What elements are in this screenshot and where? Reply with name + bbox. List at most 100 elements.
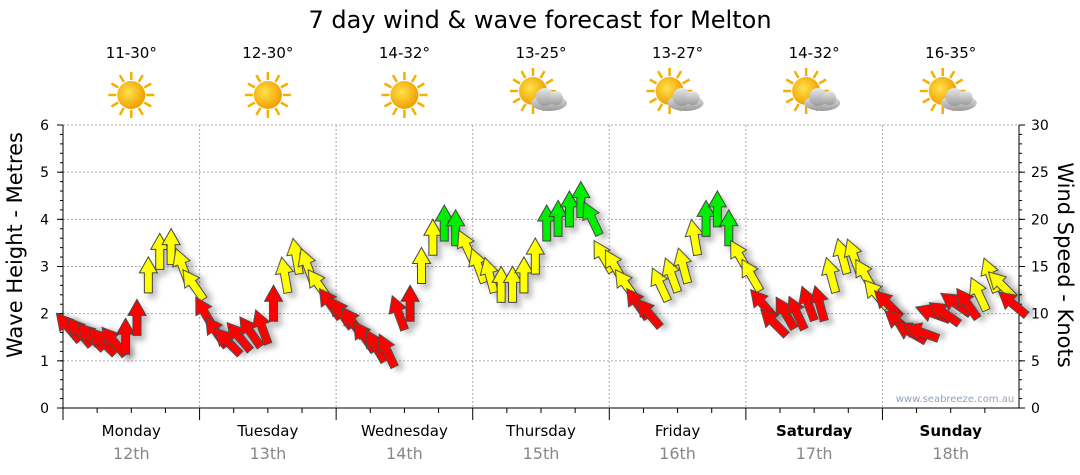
sun-ray [930, 70, 937, 79]
temperature-range: 14-32° [379, 44, 430, 62]
sun-ray [520, 70, 527, 79]
wind-arrow [798, 285, 819, 323]
sun-ray [675, 70, 683, 79]
sun-ray [416, 82, 425, 89]
sun-ray [391, 74, 399, 83]
left-tick-label: 6 [40, 118, 49, 134]
date-label: 12th [113, 444, 150, 463]
left-tick-label: 5 [40, 165, 49, 181]
cloud-part [822, 91, 837, 105]
sun-ray [383, 101, 393, 108]
sun-ray [793, 70, 800, 79]
sun-ray [143, 82, 152, 89]
right-tick-label: 30 [1031, 118, 1049, 134]
sun-ray [143, 101, 152, 108]
date-label: 13th [249, 444, 286, 463]
day-label: Thursday [505, 422, 576, 440]
date-label: 15th [523, 444, 560, 463]
sun-ray [785, 97, 794, 104]
wind-arrow [434, 204, 455, 242]
sun-ray [137, 74, 144, 83]
cloud-shape [531, 88, 567, 111]
day-label: Sunday [920, 422, 983, 440]
right-tick-label: 15 [1031, 260, 1049, 276]
wind-arrow [969, 276, 991, 313]
sun-icon [381, 72, 428, 118]
right-tick-label: 10 [1031, 307, 1049, 323]
sun-ray [656, 103, 664, 112]
wind-arrow [252, 309, 273, 346]
left-tick-label: 3 [40, 260, 49, 276]
sun-ray [818, 78, 827, 85]
sun-ray [793, 103, 800, 112]
right-tick-label: 25 [1031, 165, 1049, 181]
sun-ray [649, 78, 658, 85]
date-label: 18th [932, 444, 969, 463]
date-label: 14th [386, 444, 423, 463]
sun-ray [512, 78, 521, 85]
chart-title: 7 day wind & wave forecast for Melton [308, 6, 771, 34]
wind-arrow [548, 199, 568, 237]
sun-ray [280, 101, 289, 108]
day-label: Monday [102, 422, 161, 440]
sun-ray [410, 107, 418, 116]
sun-ray [416, 101, 425, 108]
wind-arrow [559, 189, 580, 228]
day-label: Wednesday [361, 422, 448, 440]
cloud-part [809, 88, 828, 106]
day-label: Friday [655, 422, 701, 440]
wind-arrow [987, 271, 1018, 301]
wind-arrow [684, 218, 704, 257]
wind-arrow [873, 290, 904, 320]
wind-arrow [650, 267, 672, 304]
wind-arrow [661, 257, 683, 294]
cloud-part [958, 91, 973, 105]
wind-arrow [182, 268, 208, 303]
wind-arrow [997, 291, 1030, 319]
wind-arrow [636, 298, 664, 330]
sun-ray [955, 78, 964, 85]
cloud-part [672, 88, 691, 106]
temperature-range: 11-30° [106, 44, 157, 62]
sun-ray [274, 74, 281, 83]
sun-ray [785, 78, 794, 85]
sun-ray [137, 107, 144, 116]
day-label: Saturday [776, 422, 853, 440]
cloud-part [549, 91, 563, 105]
wind-arrow [809, 284, 829, 323]
wind-arrow [491, 265, 512, 303]
left-tick-label: 2 [40, 307, 49, 323]
wind-arrow [741, 258, 765, 294]
wind-arrow [787, 295, 809, 332]
sun-ray [247, 82, 256, 89]
right-axis-label: Wind Speed - Knots [1053, 162, 1077, 367]
wind-arrow [775, 296, 799, 332]
wind-arrow [138, 255, 159, 294]
sun-icon [244, 72, 291, 118]
watermark: www.seabreeze.com.au [896, 394, 1014, 405]
cloud-part [685, 91, 700, 105]
sun-cloud-icon [919, 68, 977, 114]
wind-arrow [514, 255, 534, 294]
wind-arrow [263, 284, 284, 322]
left-axis-label: Wave Height - Metres [3, 132, 27, 358]
sun-ray [512, 97, 521, 104]
sun-disc [253, 81, 282, 109]
wind-arrow [696, 199, 716, 237]
wind-arrow [115, 317, 136, 355]
sun-ray [681, 78, 691, 85]
wind-arrow [377, 333, 399, 370]
temperature-range: 12-30° [242, 44, 293, 62]
sun-cloud-icon [646, 68, 704, 114]
sun-ray [410, 74, 418, 83]
wind-arrow [821, 256, 841, 295]
sun-ray [110, 82, 119, 89]
date-label: 17th [796, 444, 833, 463]
wind-arrow [502, 265, 523, 303]
wind-arrow [525, 237, 546, 275]
temperature-range: 13-27° [652, 44, 703, 62]
wind-arrow [411, 246, 432, 284]
wind-arrow [400, 284, 420, 322]
sun-ray [110, 101, 119, 108]
